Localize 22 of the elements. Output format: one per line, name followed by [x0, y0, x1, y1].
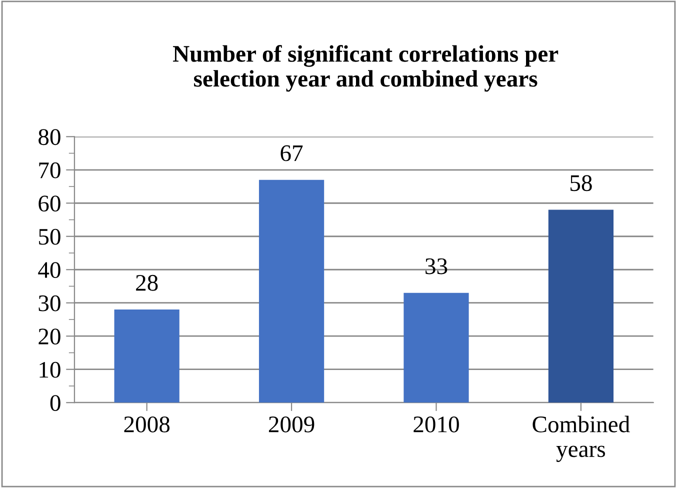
bar — [548, 210, 614, 403]
y-tick-label: 50 — [39, 228, 60, 245]
data-label: 67 — [280, 145, 303, 162]
data-label: 28 — [136, 274, 158, 291]
bar — [404, 292, 469, 403]
y-tick-label: 30 — [38, 295, 60, 312]
x-tick-label: 2008 — [124, 416, 170, 432]
y-tick-label: 0 — [50, 395, 60, 412]
x-tick-label: 2009 — [268, 416, 314, 432]
bar — [114, 310, 180, 403]
y-tick-label: 10 — [40, 362, 60, 378]
y-tick-label: 60 — [38, 196, 60, 212]
data-label: 33 — [426, 258, 448, 274]
y-tick-label: 20 — [38, 328, 60, 345]
y-tick-label: 40 — [38, 262, 60, 278]
x-tick-label: 2010 — [414, 416, 459, 432]
data-label: 58 — [570, 175, 592, 192]
chart-title: Number of significant correlations per selection year and combined years — [172, 45, 558, 92]
y-tick-label: 80 — [38, 129, 60, 146]
x-tick-label: Combined years — [532, 416, 630, 462]
bar — [258, 180, 324, 403]
y-tick-label: 70 — [39, 162, 60, 178]
